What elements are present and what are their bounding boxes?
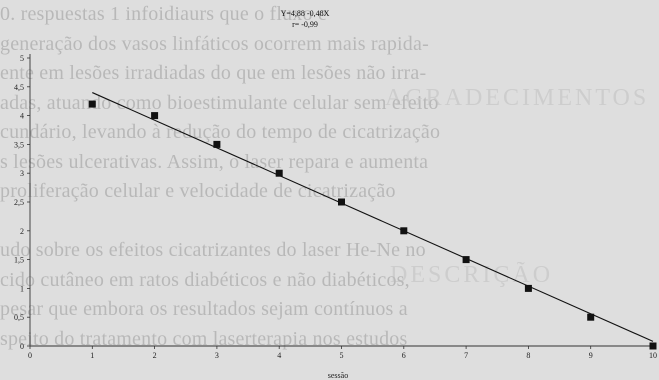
y-tick-label: 3 [20,169,24,178]
data-point [213,140,221,148]
data-point [462,256,470,264]
data-point [275,169,283,177]
y-tick-label: 4,5 [14,83,24,92]
regression-line-group [92,92,654,342]
background-document-text: 0. respuestas 1 infoidiaurs que o fluxo … [0,3,441,350]
y-tick-label: 1,5 [14,256,24,265]
bg-line: adas, atuando como bioestimulante celula… [0,91,439,114]
bg-line: pesar que embora os resultados sejam con… [0,298,408,320]
regression-line [92,92,654,342]
bg-line: generação dos vasos linfáticos ocorrem m… [0,32,429,55]
data-point [151,112,159,120]
bg-line: s lesões ulcerativas. Assim, o laser rep… [0,150,429,173]
x-tick-label: 5 [340,351,344,360]
y-tick-label: 0,5 [14,313,24,322]
x-tick-label: 8 [526,351,530,360]
y-tick-label: 2 [20,227,24,236]
x-tick-label: 7 [464,351,468,360]
bg-line: speito do tratamento com laserterapia no… [0,327,408,350]
regression-equation: Y=4,88 -0,48X [281,9,330,18]
data-point [338,198,345,206]
bg-line: ente em lesões irradiadas do que em lesõ… [0,62,427,84]
bg-line: proliferação celular e velocidade de cic… [0,180,396,202]
x-tick-label: 3 [215,351,219,360]
y-tick-label: 4 [20,112,24,121]
y-tick-label: 5 [20,54,24,63]
data-point [587,313,595,321]
x-tick-label: 1 [90,351,94,360]
data-point [400,227,408,235]
correlation-coefficient: r= -0,99 [292,20,318,29]
x-tick-label: 6 [402,351,406,360]
y-tick-label: 1 [20,284,24,293]
x-axis-label: sessão [328,371,348,380]
bg-line: cundário, levando à redução do tempo de … [0,121,441,143]
data-point [88,100,96,108]
data-point [649,342,657,350]
x-tick-label: 4 [277,351,281,360]
bg-line: 0. respuestas 1 infoidiaurs que o fluxo … [0,3,328,25]
x-tick-label: 9 [589,351,593,360]
watermark-text: AGRADECIMENTOS [385,85,650,111]
bg-line: cido cutâneo em ratos diabéticos e não d… [0,268,410,291]
chart-ticks: 0 1 2 3 4 5 6 7 8 9 10 0 0,5 1 1,5 2 2,5 3 3,5 4 4,5 5 [14,54,657,360]
y-tick-label: 0 [20,342,24,351]
x-tick-label: 0 [28,351,32,360]
y-tick-label: 2,5 [14,198,24,207]
data-points [88,100,657,350]
x-tick-label: 2 [153,351,157,360]
bg-line: udo sobre os efeitos cicatrizantes do la… [0,239,426,261]
y-tick-label: 3,5 [14,140,24,149]
data-point [524,284,532,292]
x-tick-label: 10 [649,351,657,360]
